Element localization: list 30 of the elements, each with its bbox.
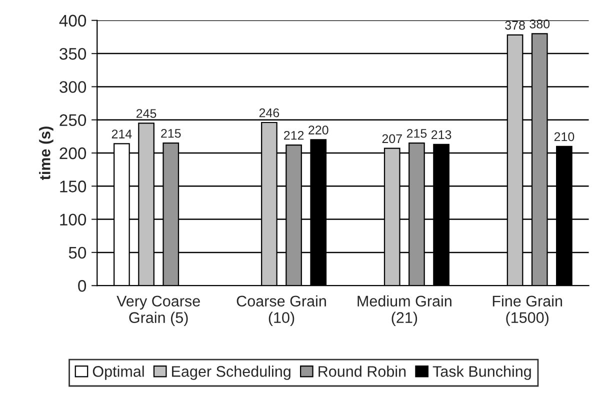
y-tick-label: 250 [60, 114, 86, 126]
data-label: 210 [554, 132, 574, 142]
y-axis-title: time (s) [39, 126, 54, 180]
y-tick-label: 300 [60, 81, 86, 93]
data-label: 214 [112, 130, 132, 138]
data-label: 220 [308, 126, 328, 134]
x-tick-label: Fine Grain (1500) [492, 295, 562, 326]
y-tick-label: 150 [60, 180, 86, 192]
y-tick-label: 350 [60, 48, 86, 60]
data-label: 212 [284, 130, 304, 140]
data-label: 207 [382, 134, 402, 144]
data-label: 246 [259, 108, 280, 118]
data-label: 378 [505, 20, 525, 30]
y-tick-label: 50 [68, 246, 86, 259]
legend-label: Round Robin [318, 366, 406, 377]
legend-label: Eager Scheduling [172, 366, 290, 380]
data-label: 380 [530, 20, 550, 28]
data-label: 215 [161, 128, 181, 138]
legend-label: Optimal [92, 366, 144, 380]
y-tick-label: 400 [59, 14, 86, 27]
data-label: 213 [431, 130, 452, 140]
x-tick-label: Medium Grain (21) [358, 295, 452, 326]
x-tick-label: Coarse Grain (10) [236, 295, 326, 326]
x-tick-label: Very Coarse Grain (5) [116, 296, 200, 326]
y-tick-label: 0 [78, 280, 86, 292]
y-tick-label: 100 [60, 214, 86, 226]
data-label: 245 [136, 109, 156, 118]
data-label: 215 [406, 128, 427, 138]
y-tick-label: 200 [60, 147, 86, 160]
legend-label: Task Bunching [432, 366, 531, 380]
